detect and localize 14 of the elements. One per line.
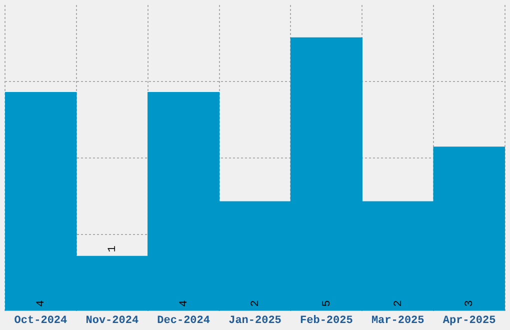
- x-tick-label: Mar-2025: [371, 315, 425, 328]
- x-tick-label: Feb-2025: [300, 315, 354, 328]
- data-label: 2: [392, 300, 405, 307]
- x-tick-label: Jan-2025: [228, 315, 282, 328]
- data-label: 4: [178, 300, 190, 307]
- data-label: 3: [464, 300, 476, 307]
- x-tick-label: Oct-2024: [14, 315, 68, 328]
- x-tick-label: Nov-2024: [86, 315, 139, 328]
- x-tick-label: Apr-2025: [442, 315, 496, 328]
- data-label: 5: [321, 300, 334, 307]
- data-label: 4: [36, 300, 48, 307]
- data-label: 1: [107, 245, 120, 252]
- x-tick-label: Dec-2024: [157, 315, 210, 328]
- data-label: 2: [250, 300, 262, 307]
